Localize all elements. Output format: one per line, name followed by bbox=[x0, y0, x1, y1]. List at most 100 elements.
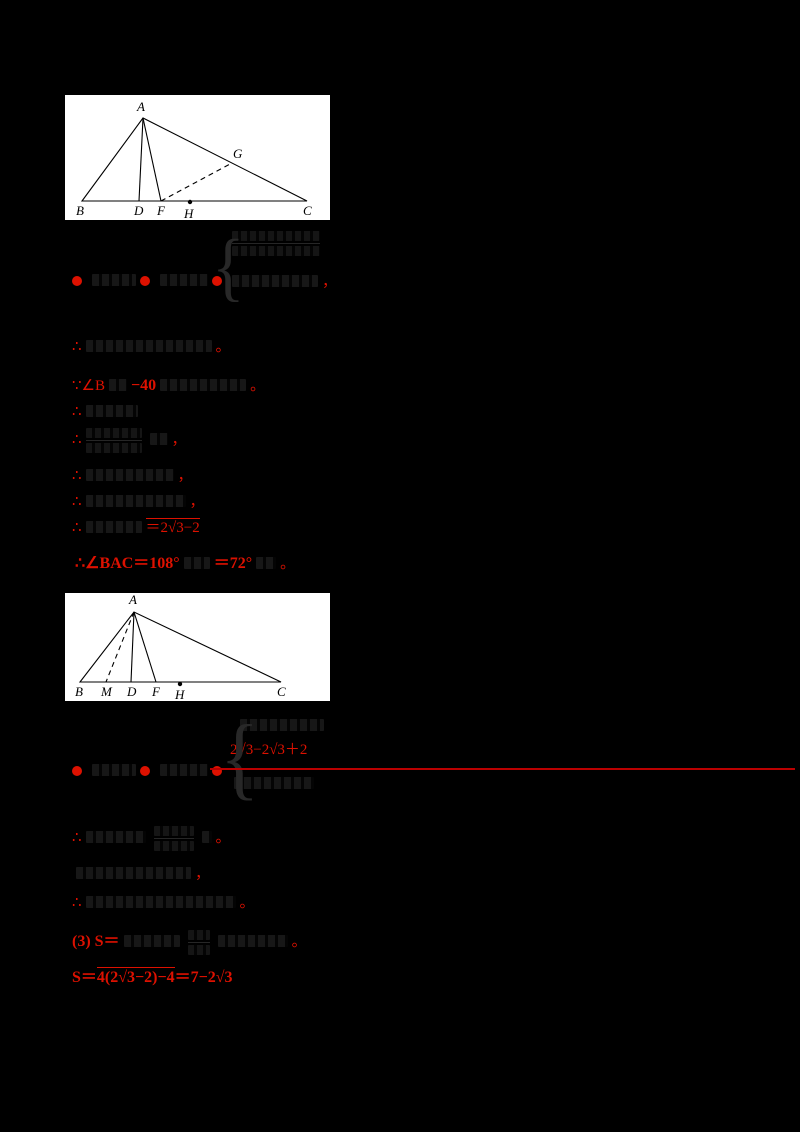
illegible-black-text-run bbox=[232, 231, 320, 241]
line-3: ∵∠B −40 。 bbox=[72, 376, 265, 396]
line-7: ∴， bbox=[72, 492, 205, 512]
vertex-label-c2: C bbox=[277, 684, 286, 699]
fraction-bar bbox=[153, 838, 194, 839]
illegible-black-text-run bbox=[85, 495, 186, 507]
line-4: ∴ bbox=[72, 402, 142, 422]
fraction-black bbox=[153, 826, 194, 851]
illegible-black-text-run bbox=[187, 945, 210, 955]
vertex-label-d1: D bbox=[133, 203, 144, 218]
illegible-black-text-run bbox=[232, 246, 320, 256]
illegible-black-text-run bbox=[85, 443, 142, 453]
red-text: S＝ bbox=[72, 969, 97, 986]
red-text: ＝72° bbox=[213, 555, 253, 572]
red-text: ∴ bbox=[72, 895, 82, 911]
red-text: 。 bbox=[250, 378, 266, 394]
vertex-label-b2: B bbox=[75, 684, 83, 699]
illegible-black-text-run bbox=[160, 274, 208, 286]
red-text: ∴ bbox=[72, 830, 82, 846]
segment-af-1 bbox=[142, 117, 162, 202]
red-text: ∴∠BAC＝108° bbox=[75, 555, 180, 572]
fraction-black bbox=[187, 930, 210, 955]
illegible-black-text-run bbox=[240, 719, 324, 731]
red-text: ， bbox=[189, 494, 205, 510]
red-text: ＝2√3−2 bbox=[145, 518, 200, 536]
illegible-black-text-run bbox=[183, 557, 210, 569]
illegible-black-text-run bbox=[234, 777, 314, 789]
vertex-label-c1: C bbox=[303, 203, 312, 218]
line-14: (3) S＝ 。 bbox=[72, 930, 307, 955]
illegible-black-text-run bbox=[160, 764, 208, 776]
diagram-panel-1: A B D F H C G bbox=[65, 95, 330, 220]
red-text: ∵∠B bbox=[72, 378, 105, 394]
illegible-black-text-run bbox=[149, 433, 168, 445]
red-text: 2√3−2√3＋2 bbox=[230, 742, 308, 758]
eq2-top bbox=[236, 716, 328, 736]
red-text: (3) S＝ bbox=[72, 933, 120, 950]
red-dot bbox=[72, 766, 82, 776]
vertex-label-m2: M bbox=[100, 684, 113, 699]
red-text: 。 bbox=[215, 339, 231, 355]
red-dot bbox=[72, 276, 82, 286]
fraction-black bbox=[232, 231, 320, 256]
illegible-black-text-run bbox=[85, 521, 142, 533]
vertex-label-h1: H bbox=[183, 206, 194, 220]
red-text: −40 bbox=[131, 377, 157, 394]
illegible-black-text-run bbox=[153, 841, 194, 851]
point-h-dot-1 bbox=[187, 199, 193, 205]
illegible-black-text-run bbox=[85, 831, 146, 843]
red-horizontal-rule bbox=[210, 768, 795, 770]
fraction-black bbox=[85, 428, 142, 453]
vertex-label-h2: H bbox=[174, 687, 185, 701]
red-text: 。 bbox=[291, 934, 307, 950]
illegible-black-text-run bbox=[85, 340, 212, 352]
red-text: ∴ bbox=[72, 494, 82, 510]
fraction-bar bbox=[232, 243, 320, 244]
segment-af-2 bbox=[133, 611, 157, 683]
illegible-black-text-run bbox=[109, 379, 127, 391]
red-text: ∴ bbox=[72, 520, 82, 536]
vertex-label-b1: B bbox=[76, 203, 84, 218]
illegible-black-text-run bbox=[187, 930, 210, 940]
eq1-bottom: ， bbox=[228, 272, 337, 292]
illegible-black-text-run bbox=[85, 405, 138, 417]
red-text: 。 bbox=[215, 830, 231, 846]
fraction-bar bbox=[187, 942, 210, 943]
line-10 bbox=[72, 761, 228, 781]
red-dot bbox=[140, 766, 150, 776]
illegible-black-text-run bbox=[85, 469, 174, 481]
red-text: ， bbox=[177, 468, 193, 484]
system-brace-2: { bbox=[220, 706, 260, 809]
line-1 bbox=[72, 271, 228, 291]
dashed-segment-fg bbox=[160, 162, 233, 202]
illegible-black-text-run bbox=[232, 275, 318, 287]
vertex-label-g1: G bbox=[233, 146, 243, 161]
dashed-segment-am bbox=[105, 611, 135, 683]
red-dot bbox=[212, 766, 222, 776]
line-8: ∴ ＝2√3−2 bbox=[72, 518, 200, 538]
red-text: ∴ bbox=[72, 404, 82, 420]
line-15: S＝4(2√3−2)−4＝7−2√3 bbox=[72, 967, 233, 988]
red-text: ∴ bbox=[72, 339, 82, 355]
eq2-bottom bbox=[230, 774, 318, 794]
illegible-black-text-run bbox=[217, 935, 288, 947]
vertex-label-a2: A bbox=[128, 593, 137, 607]
red-text: ＝7−2√3 bbox=[174, 969, 233, 986]
illegible-black-text-run bbox=[92, 274, 136, 286]
red-text: 。 bbox=[280, 556, 296, 572]
line-5: ∴， bbox=[72, 428, 187, 453]
line-2: ∴。 bbox=[72, 337, 231, 357]
red-text: 。 bbox=[239, 895, 255, 911]
illegible-black-text-run bbox=[153, 826, 194, 836]
red-text: ， bbox=[171, 432, 187, 448]
line-12: ， bbox=[72, 864, 210, 884]
eq2-middle: 2√3−2√3＋2 bbox=[230, 740, 307, 760]
illegible-black-text-run bbox=[85, 428, 142, 438]
segment-ad-2 bbox=[130, 611, 135, 683]
line-11: ∴。 bbox=[72, 826, 231, 851]
red-text: ∴ bbox=[72, 432, 82, 448]
eq1-top bbox=[228, 231, 324, 256]
triangle-abc-1 bbox=[80, 117, 308, 202]
red-text: ∴ bbox=[72, 468, 82, 484]
diagram-panel-2: A B M D F H C bbox=[65, 593, 330, 701]
